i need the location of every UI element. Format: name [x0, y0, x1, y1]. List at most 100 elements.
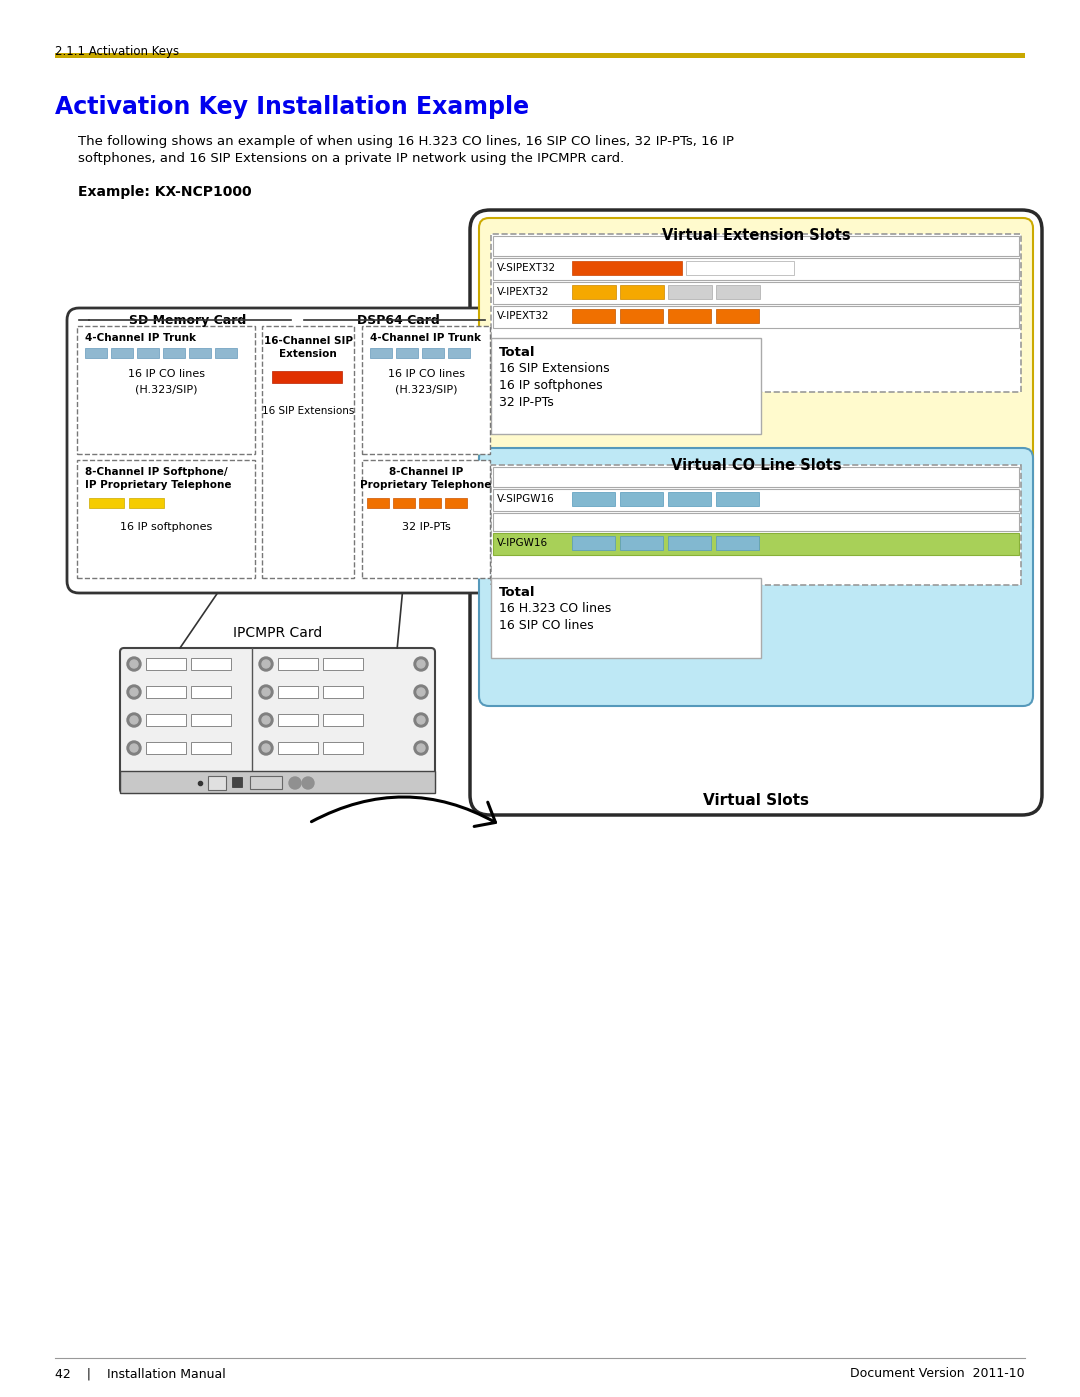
Bar [572, 261, 681, 275]
Text: IPCMPR Card: IPCMPR Card [233, 626, 322, 640]
Bar [191, 686, 231, 698]
Text: 16 IP softphones: 16 IP softphones [499, 379, 603, 393]
Text: Virtual CO Line Slots: Virtual CO Line Slots [671, 458, 841, 474]
FancyBboxPatch shape [480, 218, 1032, 538]
Bar [323, 714, 363, 726]
FancyArrowPatch shape [311, 796, 496, 827]
Text: V-IPGW16: V-IPGW16 [497, 538, 549, 548]
Text: Activation Key Installation Example: Activation Key Installation Example [55, 95, 529, 119]
Bar [208, 775, 226, 789]
Text: 16 SIP Extensions: 16 SIP Extensions [261, 407, 354, 416]
Bar [146, 658, 186, 671]
Bar [448, 348, 470, 358]
Bar [620, 285, 664, 299]
Circle shape [417, 659, 426, 668]
Text: Virtual Extension Slots: Virtual Extension Slots [662, 228, 850, 243]
Circle shape [259, 685, 273, 698]
Bar [362, 326, 490, 454]
Bar [669, 285, 712, 299]
Circle shape [127, 685, 141, 698]
Text: 32 IP-PTs: 32 IP-PTs [402, 522, 450, 532]
Bar [120, 771, 435, 793]
Text: 16 IP CO lines: 16 IP CO lines [388, 369, 464, 379]
Bar [278, 686, 318, 698]
Bar [716, 285, 760, 299]
Bar [191, 742, 231, 754]
Bar [620, 536, 663, 550]
Bar [232, 777, 242, 787]
Bar [89, 497, 124, 509]
Text: V-SIPGW16: V-SIPGW16 [497, 495, 555, 504]
Bar [492, 489, 1020, 511]
Text: V-SIPEXT32: V-SIPEXT32 [497, 263, 556, 272]
Bar [189, 348, 211, 358]
FancyBboxPatch shape [67, 307, 497, 592]
Text: 4-Channel IP Trunk: 4-Channel IP Trunk [370, 332, 482, 344]
Bar [278, 742, 318, 754]
Circle shape [302, 777, 314, 789]
Bar [716, 309, 759, 323]
Bar [146, 742, 186, 754]
Bar [572, 309, 615, 323]
Bar [669, 492, 711, 506]
Bar [620, 309, 663, 323]
Bar [367, 497, 389, 509]
Bar [686, 261, 794, 275]
Text: 42    |    Installation Manual: 42 | Installation Manual [55, 1368, 226, 1380]
Text: 8-Channel IP Softphone/: 8-Channel IP Softphone/ [85, 467, 228, 476]
Text: V-IPEXT32: V-IPEXT32 [497, 312, 550, 321]
Text: 32 IP-PTs: 32 IP-PTs [499, 395, 554, 409]
Text: Total: Total [499, 346, 536, 359]
Bar [146, 714, 186, 726]
Text: Example: KX-NCP1000: Example: KX-NCP1000 [78, 184, 252, 198]
Bar [492, 306, 1020, 328]
Bar [669, 309, 711, 323]
Bar [393, 497, 415, 509]
Bar [191, 658, 231, 671]
Text: softphones, and 16 SIP Extensions on a private IP network using the IPCMPR card.: softphones, and 16 SIP Extensions on a p… [78, 152, 624, 165]
Text: 2.1.1 Activation Keys: 2.1.1 Activation Keys [55, 45, 179, 59]
Bar [572, 285, 616, 299]
Text: SD Memory Card: SD Memory Card [129, 314, 246, 327]
Bar [55, 53, 1025, 59]
FancyBboxPatch shape [120, 648, 435, 793]
Circle shape [127, 740, 141, 754]
Bar [491, 338, 761, 434]
Bar [492, 282, 1020, 305]
Circle shape [414, 657, 428, 671]
Bar [272, 372, 342, 383]
Bar [129, 497, 164, 509]
Circle shape [262, 745, 270, 752]
Circle shape [262, 687, 270, 696]
Circle shape [127, 712, 141, 726]
FancyBboxPatch shape [480, 448, 1032, 705]
Circle shape [130, 659, 138, 668]
Circle shape [259, 657, 273, 671]
Bar [491, 465, 1021, 585]
Text: 4-Channel IP Trunk: 4-Channel IP Trunk [85, 332, 195, 344]
Bar [492, 513, 1020, 531]
Bar [278, 658, 318, 671]
Bar [572, 492, 615, 506]
Bar [422, 348, 444, 358]
Text: 16 IP CO lines: 16 IP CO lines [127, 369, 204, 379]
Bar [137, 348, 159, 358]
Bar [716, 536, 759, 550]
Circle shape [417, 687, 426, 696]
Text: 8-Channel IP: 8-Channel IP [389, 467, 463, 476]
Bar [492, 467, 1020, 488]
Circle shape [130, 717, 138, 724]
Bar [370, 348, 392, 358]
FancyBboxPatch shape [470, 210, 1042, 814]
Text: 16 IP softphones: 16 IP softphones [120, 522, 212, 532]
Circle shape [130, 687, 138, 696]
Bar [111, 348, 133, 358]
Bar [249, 775, 282, 789]
Text: 16-Channel SIP: 16-Channel SIP [264, 337, 352, 346]
Text: V-IPEXT32: V-IPEXT32 [497, 286, 550, 298]
Bar [85, 348, 107, 358]
Bar [620, 492, 663, 506]
Circle shape [417, 745, 426, 752]
Text: Virtual Slots: Virtual Slots [703, 793, 809, 807]
Bar [491, 578, 761, 658]
